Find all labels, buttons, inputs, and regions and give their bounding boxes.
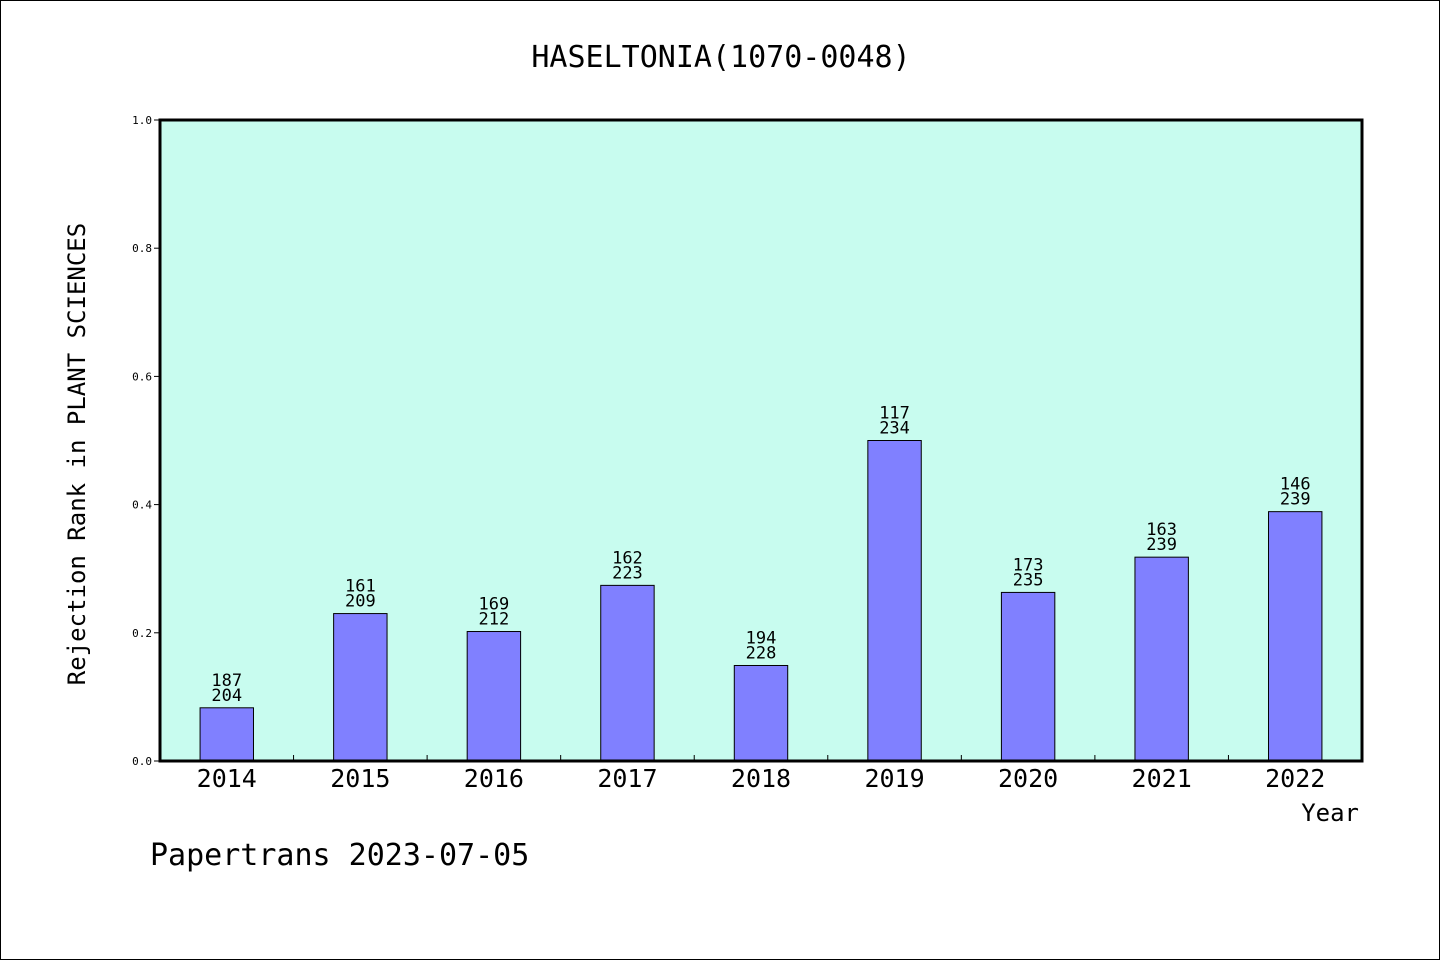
x-tick-label: 2016 — [464, 764, 524, 793]
bar-rank-label: 161 — [345, 577, 376, 597]
bar-total-label: 209 — [345, 592, 376, 612]
bar-total-label: 223 — [612, 563, 643, 583]
bar — [466, 631, 522, 762]
x-tick-label: 2014 — [197, 764, 257, 793]
bars — [199, 440, 1323, 762]
x-tick-label: 2015 — [330, 764, 390, 793]
y-tick-label: 0.6 — [132, 370, 152, 383]
y-axis: 0.0 0.2 0.4 0.6 0.8 1.0 — [132, 114, 160, 768]
x-tick-label: 2022 — [1265, 764, 1325, 793]
bar-rank-label: 117 — [879, 404, 910, 424]
chart-title: HASELTONIA(1070-0048) — [531, 40, 910, 75]
bar-total-label: 204 — [211, 686, 242, 706]
x-tick-label: 2019 — [864, 764, 924, 793]
x-tick-label: 2018 — [731, 764, 791, 793]
y-tick-label: 1.0 — [132, 114, 152, 127]
bar-total-label: 239 — [1280, 490, 1311, 510]
bar-total-label: 235 — [1013, 570, 1044, 590]
bar — [199, 707, 254, 762]
x-tick-label: 2017 — [597, 764, 657, 793]
y-tick-label: 0.0 — [132, 755, 152, 768]
bar — [1268, 511, 1323, 762]
footer-text: Papertrans 2023-07-05 — [150, 838, 529, 873]
y-axis-label: Rejection Rank in PLANT SCIENCES — [63, 223, 91, 685]
y-tick-label: 0.8 — [132, 242, 152, 255]
bar-rank-label: 169 — [479, 595, 510, 615]
bar — [1000, 591, 1056, 762]
bar-rank-label: 146 — [1280, 475, 1311, 495]
x-tick-label: 2020 — [998, 764, 1058, 793]
y-tick-label: 0.2 — [132, 627, 152, 640]
bar — [733, 664, 789, 762]
bar — [1134, 556, 1189, 762]
bar-rank-label: 173 — [1013, 555, 1044, 575]
x-tick-label: 2021 — [1132, 764, 1192, 793]
bar — [867, 440, 922, 762]
bar-rank-label: 163 — [1146, 520, 1177, 540]
y-tick-label: 0.4 — [132, 499, 152, 512]
bar-rank-label: 194 — [746, 628, 777, 648]
bar-total-label: 239 — [1146, 535, 1177, 555]
bar-total-label: 212 — [479, 610, 510, 630]
bar-rank-label: 162 — [612, 548, 643, 568]
bar-total-label: 234 — [879, 419, 910, 439]
plot-border — [158, 118, 1364, 763]
bar — [600, 584, 655, 762]
bar-total-label: 228 — [746, 643, 777, 663]
bar — [333, 613, 388, 762]
bar-rank-label: 187 — [211, 671, 242, 691]
x-axis-label: Year — [1301, 799, 1359, 827]
x-axis: 2014 2015 2016 2017 2018 2019 2020 2021 2022 — [197, 755, 1325, 793]
